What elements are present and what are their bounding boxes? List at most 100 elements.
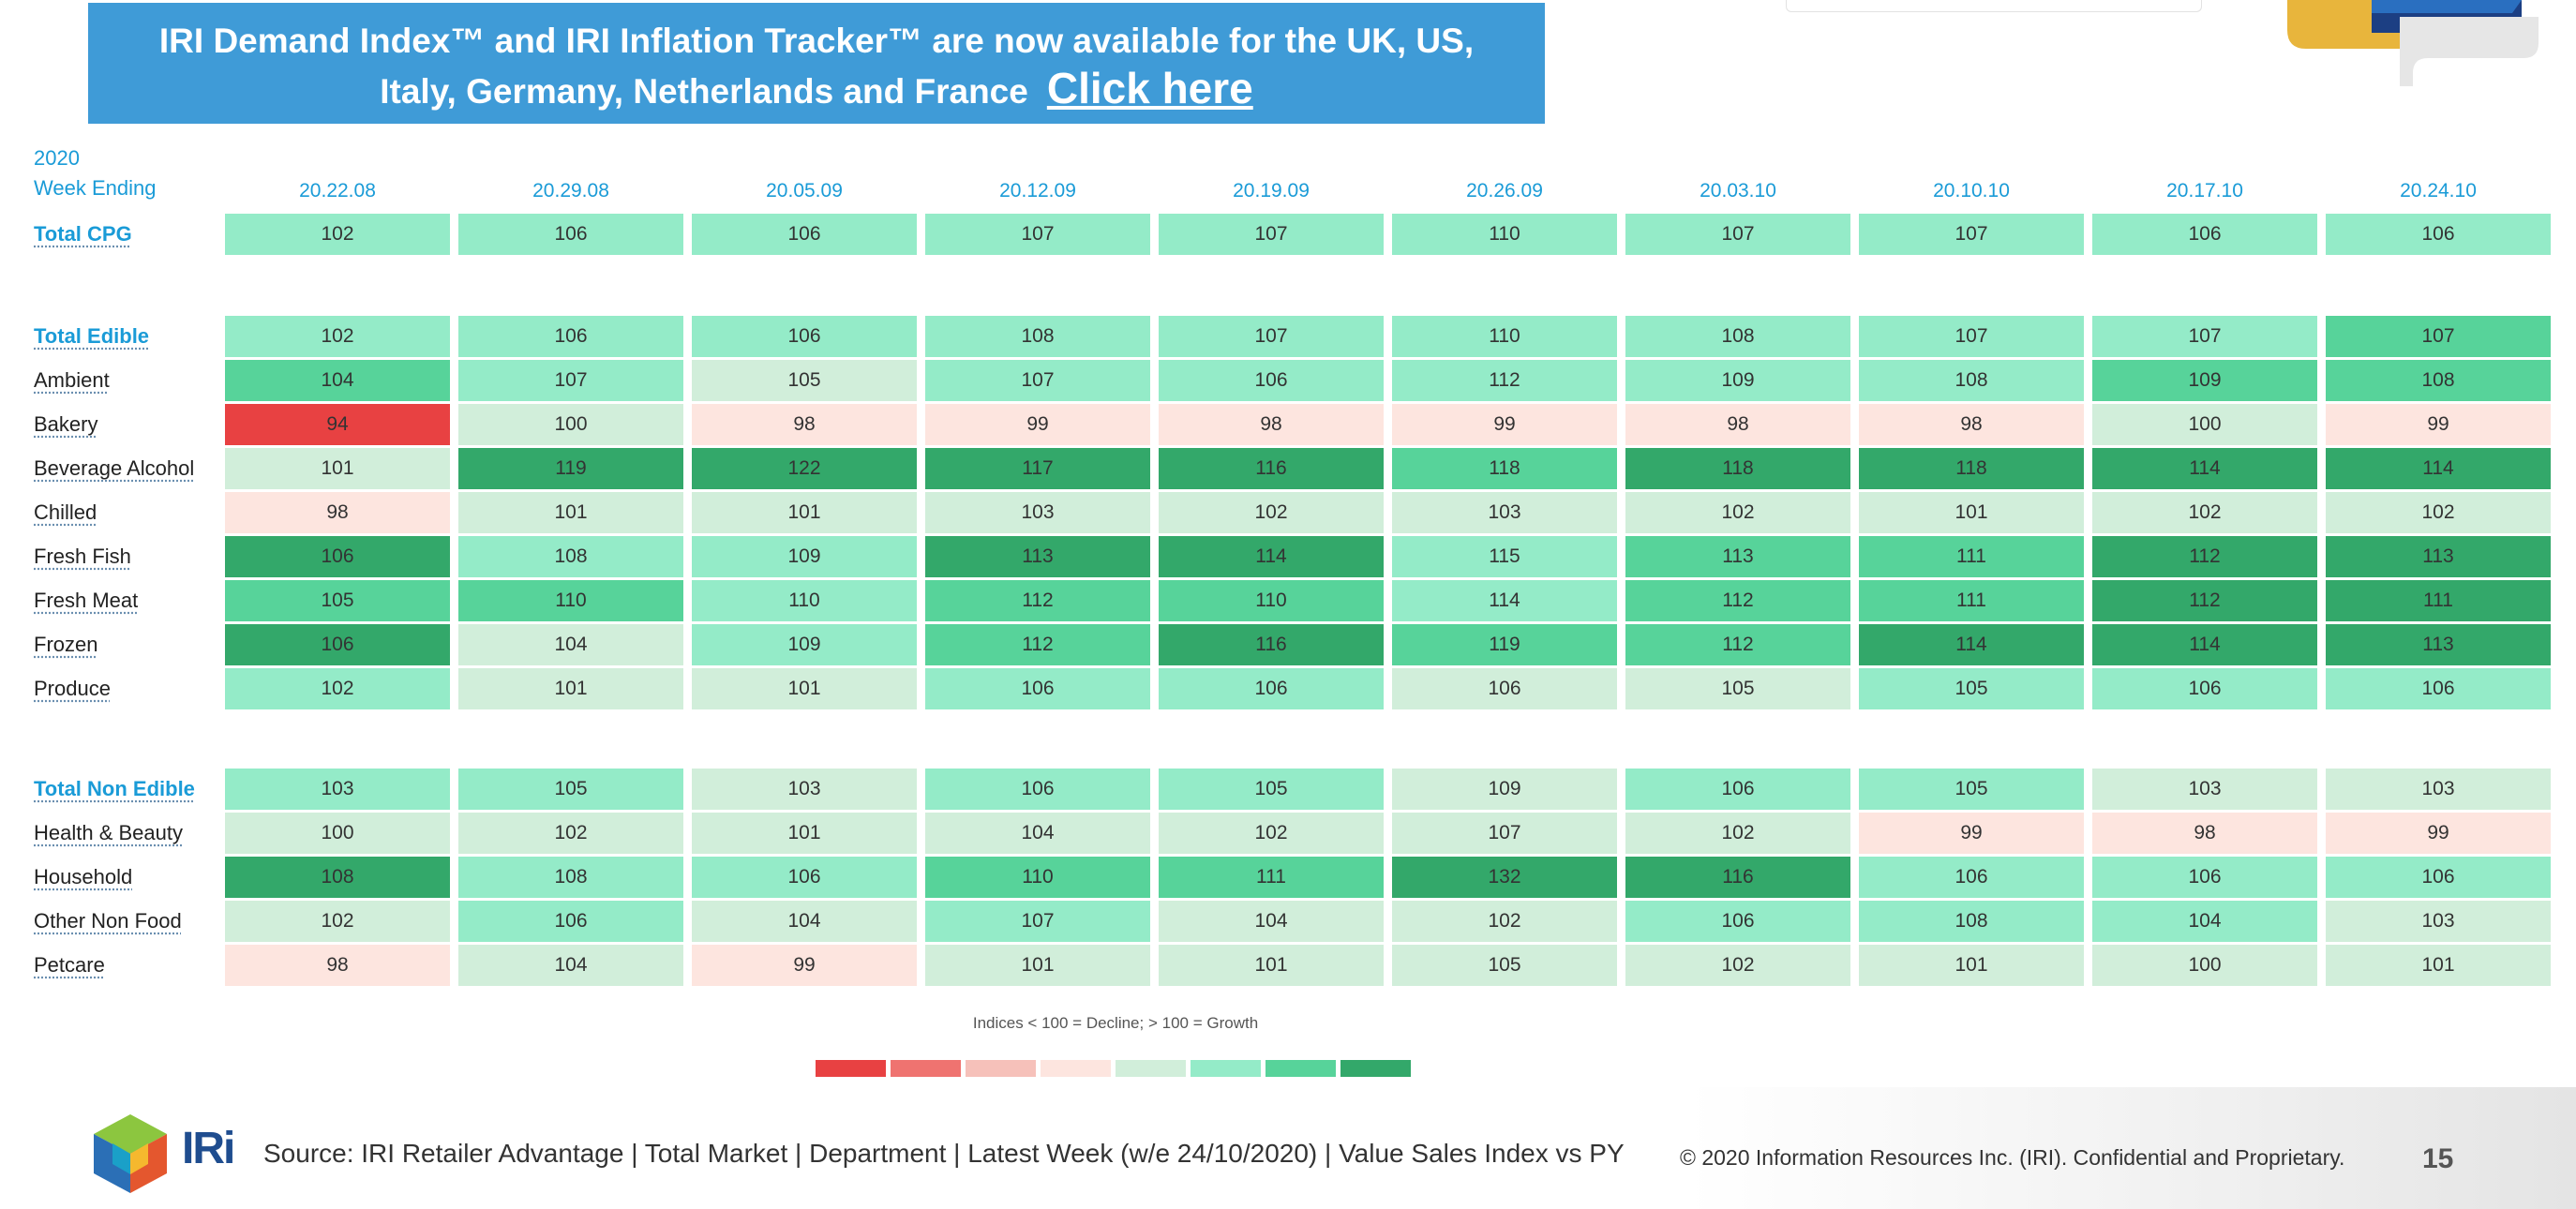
heatmap-cell: 111 bbox=[2326, 580, 2551, 621]
heatmap-cell: 114 bbox=[1392, 580, 1617, 621]
heatmap-cell: 107 bbox=[925, 214, 1150, 255]
heatmap-cell: 107 bbox=[2326, 316, 2551, 357]
column-header: 20.05.09 bbox=[766, 180, 843, 202]
heatmap-cell: 105 bbox=[458, 769, 683, 810]
heatmap-cell: 114 bbox=[1859, 624, 2084, 665]
column-header: 20.03.10 bbox=[1700, 180, 1776, 202]
heatmap-cell: 101 bbox=[925, 945, 1150, 986]
heatmap-cell: 107 bbox=[458, 360, 683, 401]
heatmap-cell: 107 bbox=[1159, 214, 1384, 255]
heatmap-cell: 106 bbox=[1159, 360, 1384, 401]
heatmap-cell: 107 bbox=[1859, 316, 2084, 357]
heatmap-cell: 112 bbox=[925, 580, 1150, 621]
heatmap-cell: 101 bbox=[458, 668, 683, 709]
iri-logo-text: IRi bbox=[182, 1124, 235, 1173]
heatmap-cell: 107 bbox=[2092, 316, 2317, 357]
heatmap-cell: 103 bbox=[225, 769, 450, 810]
click-here-link[interactable]: Click here bbox=[1046, 64, 1253, 112]
footer-gradient bbox=[1687, 1087, 2576, 1209]
heatmap-cell: 100 bbox=[2092, 404, 2317, 445]
heatmap-cell: 110 bbox=[925, 857, 1150, 898]
heatmap-cell: 111 bbox=[1159, 857, 1384, 898]
heatmap-cell: 111 bbox=[1859, 536, 2084, 577]
heatmap-cell: 107 bbox=[1859, 214, 2084, 255]
heatmap-cell: 102 bbox=[225, 316, 450, 357]
heatmap-cell: 107 bbox=[925, 360, 1150, 401]
heatmap-cell: 110 bbox=[1392, 316, 1617, 357]
row-label: Frozen bbox=[34, 633, 98, 656]
row-label: Beverage Alcohol bbox=[34, 456, 195, 480]
heatmap-cell: 102 bbox=[225, 901, 450, 942]
heatmap-cell: 114 bbox=[2326, 448, 2551, 489]
heatmap-cell: 99 bbox=[1859, 813, 2084, 854]
heatmap-cell: 109 bbox=[692, 624, 917, 665]
row-label: Bakery bbox=[34, 412, 98, 436]
heatmap-cell: 109 bbox=[1625, 360, 1850, 401]
heatmap-cell: 116 bbox=[1625, 857, 1850, 898]
heatmap-cell: 98 bbox=[1859, 404, 2084, 445]
page-number: 15 bbox=[2422, 1143, 2454, 1174]
header-year: 2020 bbox=[34, 146, 80, 170]
heatmap-cell: 108 bbox=[1625, 316, 1850, 357]
heatmap-cell: 109 bbox=[692, 536, 917, 577]
row-label: Ambient bbox=[34, 368, 110, 392]
heatmap-cell: 106 bbox=[2326, 214, 2551, 255]
heatmap-cell: 105 bbox=[692, 360, 917, 401]
row-label: Fresh Meat bbox=[34, 589, 139, 612]
heatmap-cell: 106 bbox=[458, 901, 683, 942]
heatmap-cell: 101 bbox=[692, 668, 917, 709]
heatmap-cell: 114 bbox=[2092, 448, 2317, 489]
column-header: 20.19.09 bbox=[1233, 180, 1310, 202]
heatmap-cell: 108 bbox=[925, 316, 1150, 357]
legend-swatch bbox=[1266, 1060, 1336, 1077]
heatmap-cell: 113 bbox=[2326, 624, 2551, 665]
heatmap-cell: 102 bbox=[458, 813, 683, 854]
heatmap-cell: 101 bbox=[692, 492, 917, 533]
heatmap-cell: 103 bbox=[2326, 901, 2551, 942]
heatmap-cell: 113 bbox=[2326, 536, 2551, 577]
heatmap-cell: 99 bbox=[692, 945, 917, 986]
heatmap-cell: 122 bbox=[692, 448, 917, 489]
heatmap-cell: 110 bbox=[692, 580, 917, 621]
heatmap-cell: 100 bbox=[225, 813, 450, 854]
header-week-ending: Week Ending bbox=[34, 176, 157, 200]
legend-swatch bbox=[966, 1060, 1036, 1077]
heatmap-cell: 112 bbox=[2092, 580, 2317, 621]
heatmap-cell: 98 bbox=[1159, 404, 1384, 445]
heatmap-cell: 114 bbox=[1159, 536, 1384, 577]
heatmap-cell: 106 bbox=[1159, 668, 1384, 709]
heatmap-cell: 108 bbox=[1859, 360, 2084, 401]
legend-swatch bbox=[891, 1060, 961, 1077]
heatmap-cell: 116 bbox=[1159, 624, 1384, 665]
heatmap-cell: 103 bbox=[692, 769, 917, 810]
heatmap-cell: 105 bbox=[225, 580, 450, 621]
heatmap-cell: 104 bbox=[925, 813, 1150, 854]
legend-swatch bbox=[1340, 1060, 1411, 1077]
heatmap-cell: 98 bbox=[692, 404, 917, 445]
heatmap-cell: 106 bbox=[2092, 214, 2317, 255]
heatmap-cell: 102 bbox=[225, 668, 450, 709]
heatmap-cell: 104 bbox=[692, 901, 917, 942]
heatmap-cell: 103 bbox=[2092, 769, 2317, 810]
heatmap-cell: 107 bbox=[925, 901, 1150, 942]
heatmap-cell: 98 bbox=[225, 945, 450, 986]
heatmap-cell: 100 bbox=[458, 404, 683, 445]
heatmap-cell: 101 bbox=[1859, 945, 2084, 986]
heatmap-cell: 101 bbox=[2326, 945, 2551, 986]
heatmap-cell: 108 bbox=[458, 857, 683, 898]
heatmap-cell: 103 bbox=[1392, 492, 1617, 533]
heatmap-cell: 104 bbox=[1159, 901, 1384, 942]
heatmap-cell: 106 bbox=[692, 857, 917, 898]
heatmap-cell: 99 bbox=[2326, 404, 2551, 445]
copyright: © 2020 Information Resources Inc. (IRI).… bbox=[1680, 1145, 2345, 1170]
top-search-box bbox=[1786, 0, 2202, 12]
heatmap-cell: 105 bbox=[1859, 769, 2084, 810]
row-label: Health & Beauty bbox=[34, 821, 183, 844]
heatmap-cell: 118 bbox=[1392, 448, 1617, 489]
heatmap-cell: 104 bbox=[458, 624, 683, 665]
heatmap-cell: 102 bbox=[2092, 492, 2317, 533]
heatmap-cell: 106 bbox=[692, 214, 917, 255]
row-label: Household bbox=[34, 865, 133, 888]
heatmap-cell: 104 bbox=[458, 945, 683, 986]
heatmap-cell: 112 bbox=[1625, 580, 1850, 621]
